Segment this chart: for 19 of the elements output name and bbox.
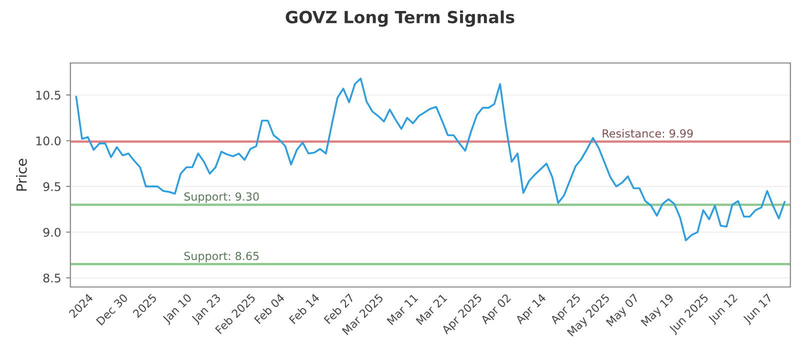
- x-tick-label: Apr 14: [514, 293, 548, 326]
- x-tick-label: Jun 17: [742, 293, 774, 326]
- y-axis-title: Price: [16, 158, 27, 191]
- ref-line-label: Resistance: 9.99: [602, 129, 693, 138]
- y-tick-label: 8.5: [43, 274, 60, 283]
- x-tick-label: Apr 02: [480, 293, 513, 326]
- x-tick-label: Feb 04: [254, 292, 286, 324]
- ref-line-label: Support: 8.65: [184, 252, 259, 262]
- line-series: [75, 78, 786, 242]
- x-tick-label: Jan 23: [190, 293, 222, 326]
- x-tick-label: Dec 30: [96, 293, 128, 326]
- y-tick-label: 10.0: [36, 136, 61, 146]
- y-tick-label: 10.5: [36, 90, 60, 100]
- chart-title: GOVZ Long Term Signals: [286, 10, 514, 27]
- ref-line-label: Support: 9.30: [184, 192, 259, 203]
- x-tick-label: Jun 12: [707, 293, 740, 326]
- y-tick-label: 9.5: [43, 182, 60, 192]
- y-tick-label: 9.0: [43, 228, 61, 237]
- x-tick-label: Feb 14: [288, 292, 320, 324]
